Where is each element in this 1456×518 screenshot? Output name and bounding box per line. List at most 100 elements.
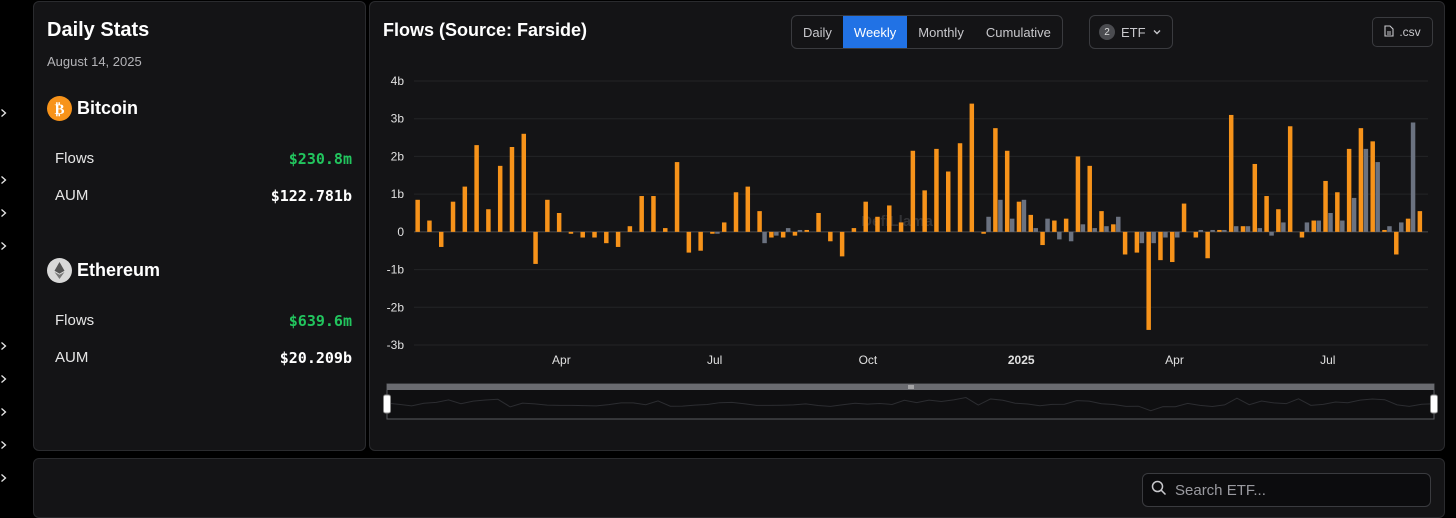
bitcoin-header: ₿ Bitcoin [47,96,138,121]
chevron-right-icon[interactable] [0,441,8,449]
chevron-right-icon[interactable] [0,408,8,416]
ethereum-flow-bar [1092,228,1097,232]
bitcoin-flow-bar [1205,231,1210,259]
etf-filter-dropdown[interactable]: 2 ETF [1089,15,1173,49]
ethereum-flow-bar [1328,213,1333,232]
bitcoin-flow-bar [533,231,538,264]
zoom-minimap [386,396,1435,412]
zoom-handle[interactable] [383,394,391,414]
ethereum-flow-bar [1175,231,1180,238]
bitcoin-flow-bar [1217,229,1222,232]
ethereum-flow-bar [774,231,779,236]
bitcoin-flow-bar [1004,150,1010,232]
ethereum-flow-bar [1210,229,1215,232]
ethereum-flow-bar [715,231,720,234]
bitcoin-flow-bar [957,143,963,232]
ethereum-flow-bar [1080,224,1086,232]
bitcoin-flow-bar [887,205,892,232]
search-etf-input[interactable] [1173,480,1417,500]
ethereum-flow-bar [1257,228,1263,232]
ethereum-flow-bar [1057,231,1062,240]
bitcoin-flow-bar [828,231,833,242]
bitcoin-flow-bar [863,201,868,232]
bitcoin-flow-bar [1358,128,1364,232]
bitcoin-flow-bar [922,190,927,232]
ethereum-flow-bar [1304,222,1310,232]
bitcoin-flow-bar [851,228,857,232]
ethereum-aum-value: $20.209b [279,349,352,367]
bitcoin-flow-bar [1087,165,1092,232]
ethereum-header: Ethereum [47,258,160,283]
ethereum-aum-label: AUM [55,349,89,366]
x-tick-label: Apr [552,353,571,367]
bitcoin-flow-bar [474,145,479,232]
stats-date: August 14, 2025 [47,54,142,69]
ethereum-flow-bar [1269,231,1274,236]
bitcoin-flow-bar [1287,126,1293,232]
bitcoin-flow-bar [1040,231,1045,246]
bitcoin-flow-bar [969,103,975,232]
search-icon [1151,480,1167,501]
chevron-right-icon[interactable] [0,474,8,482]
file-icon [1384,24,1394,40]
chevron-right-icon[interactable] [0,176,8,184]
bitcoin-flow-bar [1323,180,1328,232]
ethereum-flow-bar [1375,162,1380,232]
bitcoin-flow-bar [615,231,621,247]
bitcoin-flow-bar [497,165,503,232]
tab-weekly[interactable]: Weekly [842,16,908,48]
ethereum-flow-bar [1399,222,1404,232]
bitcoin-flow-bar [1335,192,1340,232]
bitcoin-flow-bar [1394,231,1399,255]
chevron-right-icon[interactable] [0,242,8,250]
ethereum-flow-bar [1316,220,1321,232]
zoom-handle[interactable] [1430,394,1438,414]
bitcoin-flow-bar [1016,201,1022,232]
download-csv-button[interactable]: .csv [1372,17,1433,47]
bitcoin-flow-bar [663,228,668,232]
bitcoin-flow-bar [1052,220,1057,232]
bitcoin-flow-bar [1134,231,1140,253]
ethereum-flow-bar [1151,231,1156,244]
ethereum-flow-bar [1163,231,1168,238]
bitcoin-flow-bar [1228,114,1234,232]
bitcoin-flow-bar [592,231,597,238]
y-tick-label: 3b [391,112,405,126]
ethereum-flow-bar [1068,231,1074,242]
ethereum-flow-bar [1363,148,1369,232]
x-tick-label: Apr [1165,353,1184,367]
bitcoin-flow-bar [1240,226,1246,232]
ethereum-flow-bar [1387,226,1392,232]
bitcoin-flow-bar [792,231,798,236]
ethereum-flows-label: Flows [55,312,95,329]
search-etf-box[interactable] [1142,473,1431,507]
ethereum-flow-bar [1233,226,1239,232]
y-tick-label: 4b [391,74,405,88]
ethereum-icon [47,258,72,283]
ethereum-flow-bar [1351,197,1357,232]
bitcoin-flow-bar [839,231,845,257]
tab-cumulative[interactable]: Cumulative [985,24,1051,40]
bitcoin-flow-bar [450,201,456,232]
ethereum-flow-bar [785,228,791,232]
ethereum-flow-bar [1245,226,1251,232]
bitcoin-flows-label: Flows [55,150,95,167]
chevron-right-icon[interactable] [0,109,8,117]
daily-stats-title: Daily Stats [47,19,150,41]
bitcoin-flow-bar [780,231,786,238]
bitcoin-flow-bar [521,133,527,232]
ethereum-flow-bar [1033,228,1038,232]
bitcoin-flow-bar [1311,220,1316,232]
chevron-right-icon[interactable] [0,375,8,383]
chevron-right-icon[interactable] [0,342,8,350]
bitcoin-flow-bar [415,199,420,232]
bitcoin-flow-bar [981,231,986,234]
tab-monthly[interactable]: Monthly [918,24,964,40]
bitcoin-flow-bar [1146,231,1151,330]
chevron-right-icon[interactable] [0,209,8,217]
bitcoin-flow-bar [945,171,951,232]
bitcoin-flow-bar [580,231,585,238]
tab-daily[interactable]: Daily [803,24,832,40]
bitcoin-flow-bar [1111,224,1116,232]
ethereum-flow-bar [998,199,1003,232]
